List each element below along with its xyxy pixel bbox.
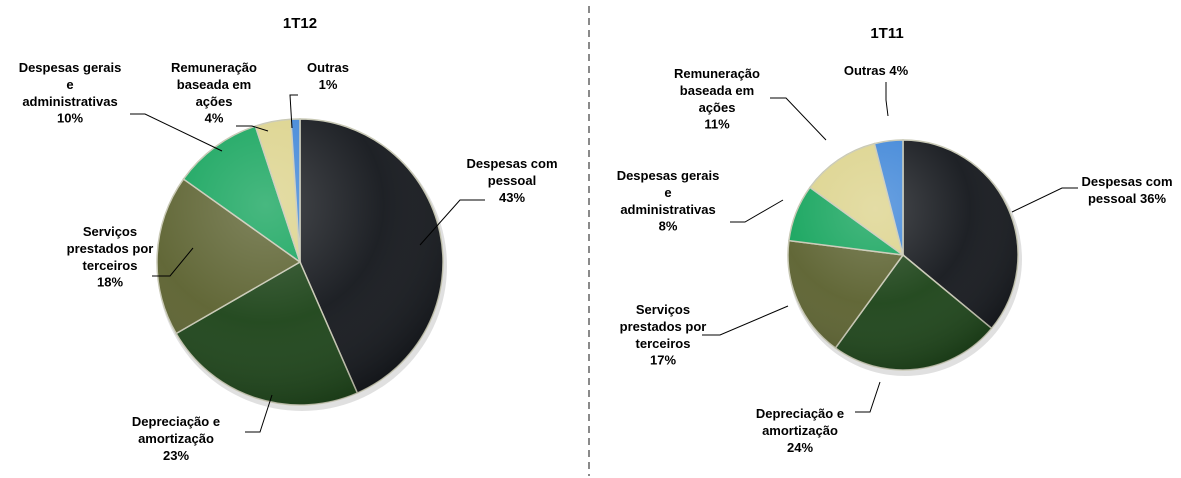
label-line: 43% bbox=[499, 190, 525, 205]
label-line: baseada em bbox=[177, 77, 251, 92]
leader-line-outras bbox=[289, 94, 298, 129]
label-line: Depreciação e bbox=[756, 406, 844, 421]
pie-chart-1t11: 1T11 Despesas com pessoal 36% Depreciação … bbox=[617, 25, 1173, 455]
label-outras: Outras 4% bbox=[844, 63, 909, 78]
label-line: e bbox=[664, 185, 671, 200]
leader-line-despesas-gerais-e-administrativas bbox=[130, 113, 223, 152]
label-line: Depreciação e bbox=[132, 414, 220, 429]
label-line: prestados por bbox=[67, 241, 154, 256]
leader-line-remuneracao-baseada-em-acoes bbox=[770, 97, 827, 141]
pie-chart-1t12: 1T12 Despesas com pessoal 43% Depreciação e… bbox=[19, 15, 558, 463]
pie-labels-1t11: Despesas com pessoal 36% Depreciação e amor… bbox=[617, 63, 1173, 455]
label-line: 23% bbox=[163, 448, 189, 463]
leader-line-despesas-com-pessoal bbox=[419, 199, 485, 246]
label-despesas-gerais-e-administrativas: Despesas gerais e administrativas 10% bbox=[19, 60, 122, 126]
label-line: 1% bbox=[319, 77, 338, 92]
label-line: e bbox=[66, 77, 73, 92]
label-line: pessoal bbox=[488, 173, 536, 188]
leader-line-despesas-gerais-e-administrativas bbox=[730, 199, 784, 223]
label-line: Remuneração bbox=[171, 60, 257, 75]
label-line: 10% bbox=[57, 111, 83, 126]
label-line: ações bbox=[699, 100, 736, 115]
pie-slices-1t11 bbox=[787, 139, 1022, 376]
label-line: Remuneração bbox=[674, 66, 760, 81]
label-line: Serviços bbox=[636, 302, 690, 317]
label-line: Outras bbox=[307, 60, 349, 75]
label-line: Serviços bbox=[83, 224, 137, 239]
label-despesas-com-pessoal: Despesas com pessoal 43% bbox=[466, 156, 557, 205]
label-line: 18% bbox=[97, 275, 123, 290]
chart-title-1t12: 1T12 bbox=[283, 15, 317, 32]
label-line: 17% bbox=[650, 353, 676, 368]
label-line: Despesas gerais bbox=[617, 168, 720, 183]
leader-line-despesas-com-pessoal bbox=[1011, 187, 1078, 213]
label-line: 11% bbox=[704, 117, 730, 132]
label-line: pessoal 36% bbox=[1088, 191, 1166, 206]
label-line: administrativas bbox=[620, 202, 715, 217]
leader-line-servicos-prestados-por-terceiros bbox=[702, 305, 789, 336]
leader-line-depreciacao-e-amortizacao bbox=[855, 381, 881, 413]
label-servicos-prestados-por-terceiros: Serviços prestados por terceiros 18% bbox=[67, 224, 154, 290]
label-outras: Outras 1% bbox=[307, 60, 349, 92]
label-despesas-com-pessoal: Despesas com pessoal 36% bbox=[1081, 174, 1172, 206]
label-remuneracao-baseada-em-acoes: Remuneração baseada em ações 11% bbox=[674, 66, 760, 132]
pie-labels-1t12: Despesas com pessoal 43% Depreciação e amort… bbox=[19, 60, 558, 463]
label-line: ações bbox=[196, 94, 233, 109]
label-line: 24% bbox=[787, 440, 813, 455]
label-line: baseada em bbox=[680, 83, 754, 98]
label-line: amortização bbox=[138, 431, 214, 446]
leader-line-outras bbox=[885, 82, 889, 117]
label-line: 8% bbox=[659, 219, 678, 234]
label-line: terceiros bbox=[83, 258, 138, 273]
label-line: prestados por bbox=[620, 319, 707, 334]
pie-slices-1t12 bbox=[156, 118, 447, 411]
chart-title-1t11: 1T11 bbox=[870, 25, 903, 42]
label-line: Outras 4% bbox=[844, 63, 909, 78]
label-depreciacao-e-amortizacao: Depreciação e amortização 23% bbox=[132, 414, 220, 463]
label-line: Despesas com bbox=[466, 156, 557, 171]
leader-line-servicos-prestados-por-terceiros bbox=[152, 247, 194, 277]
leader-line-remuneracao-baseada-em-acoes bbox=[236, 125, 269, 132]
label-remuneracao-baseada-em-acoes: Remuneração baseada em ações 4% bbox=[171, 60, 257, 126]
label-line: Despesas com bbox=[1081, 174, 1172, 189]
leader-line-depreciacao-e-amortizacao bbox=[245, 394, 273, 433]
label-line: administrativas bbox=[22, 94, 117, 109]
label-depreciacao-e-amortizacao: Depreciação e amortização 24% bbox=[756, 406, 844, 455]
label-line: 4% bbox=[205, 111, 224, 126]
label-despesas-gerais-e-administrativas: Despesas gerais e administrativas 8% bbox=[617, 168, 720, 234]
label-line: amortização bbox=[762, 423, 838, 438]
label-line: terceiros bbox=[636, 336, 691, 351]
label-servicos-prestados-por-terceiros: Serviços prestados por terceiros 17% bbox=[620, 302, 707, 368]
label-line: Despesas gerais bbox=[19, 60, 122, 75]
